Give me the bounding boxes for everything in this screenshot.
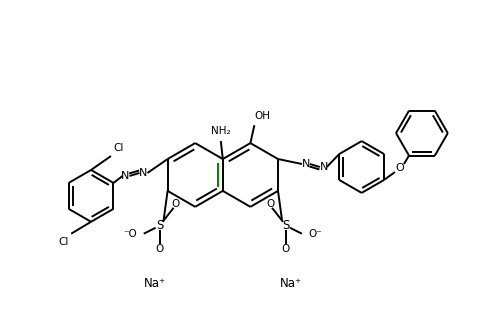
Text: S: S xyxy=(156,219,164,232)
Text: Na⁺: Na⁺ xyxy=(143,277,166,290)
Text: N: N xyxy=(121,171,130,181)
Text: N: N xyxy=(301,159,310,169)
Text: O⁻: O⁻ xyxy=(309,229,323,239)
Text: OH: OH xyxy=(254,111,271,121)
Text: O: O xyxy=(171,199,180,209)
Text: O: O xyxy=(396,163,405,173)
Text: N: N xyxy=(139,168,148,178)
Text: O: O xyxy=(266,199,274,209)
Text: Cl: Cl xyxy=(113,143,123,153)
Text: NH₂: NH₂ xyxy=(211,126,231,136)
Text: S: S xyxy=(282,219,290,232)
Text: N: N xyxy=(320,162,328,172)
Text: O: O xyxy=(156,244,164,254)
Text: Cl: Cl xyxy=(59,237,69,247)
Text: Na⁺: Na⁺ xyxy=(280,277,302,290)
Text: O: O xyxy=(282,244,290,254)
Text: ⁻O: ⁻O xyxy=(123,229,137,239)
